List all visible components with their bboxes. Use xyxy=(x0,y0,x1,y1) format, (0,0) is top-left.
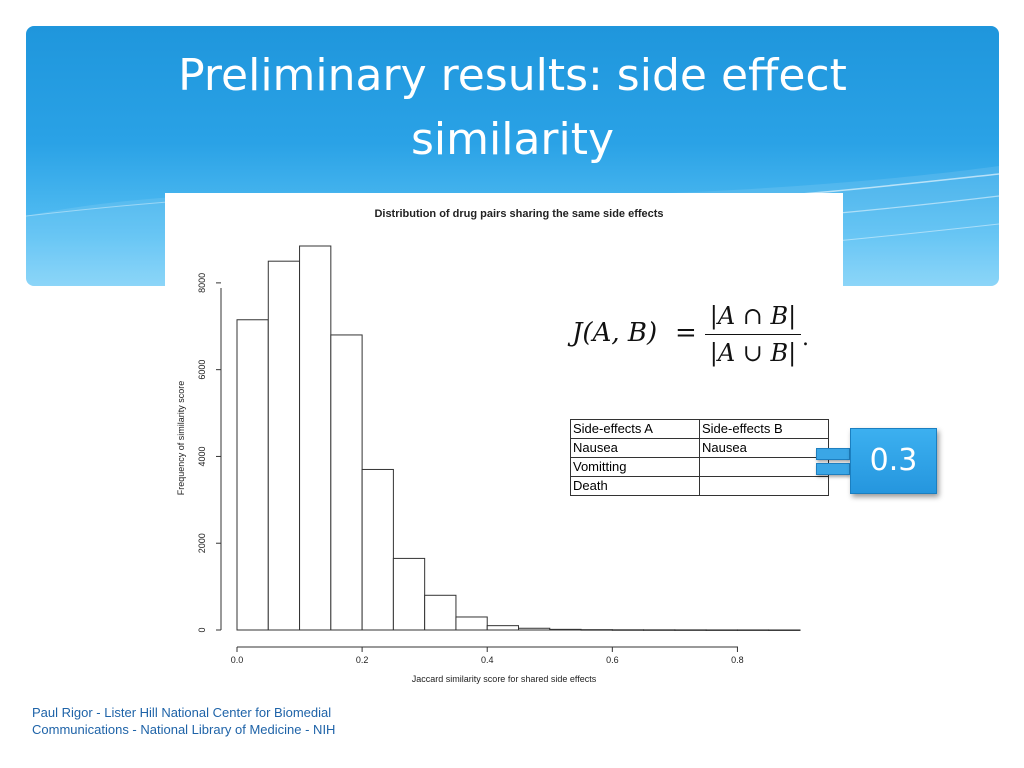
y-axis-label: Frequency of similarity score xyxy=(176,381,186,496)
equals-bar-top xyxy=(816,448,850,460)
chart-title: Distribution of drug pairs sharing the s… xyxy=(374,208,663,220)
y-tick-label: 2000 xyxy=(197,533,207,553)
y-tick-label: 8000 xyxy=(197,273,207,293)
jaccard-formula: J(A, B) = |A ∩ B| |A ∪ B| . xyxy=(572,300,822,375)
histogram-bar xyxy=(705,629,738,631)
formula-equals: = xyxy=(675,318,697,348)
histogram-bar xyxy=(267,260,301,631)
formula-lhs: J(A, B) xyxy=(572,318,658,348)
equals-bar-bottom xyxy=(816,463,850,475)
table-cell: Nausea xyxy=(570,438,700,458)
histogram-bar xyxy=(455,616,488,631)
formula-period: . xyxy=(802,326,809,351)
histogram-bar xyxy=(486,625,520,631)
table-row: Side-effects A Side-effects B xyxy=(570,419,829,439)
slide-title-line2: similarity xyxy=(410,114,615,165)
table-cell xyxy=(699,476,829,496)
x-tick-label: 0.4 xyxy=(481,655,494,665)
table-cell: Side-effects A xyxy=(570,419,700,439)
histogram-bar xyxy=(392,557,426,631)
histogram-bar xyxy=(361,468,394,631)
table-row: Nausea Nausea xyxy=(570,438,829,458)
histogram-bar xyxy=(643,629,676,631)
x-tick-label: 0.2 xyxy=(356,655,369,665)
table-row: Vomitting xyxy=(570,457,829,477)
equals-sign-icon xyxy=(816,448,850,476)
x-tick-label: 0.6 xyxy=(606,655,619,665)
table-row: Death xyxy=(570,476,829,496)
histogram-bar xyxy=(768,629,801,631)
footer-credit: Paul Rigor - Lister Hill National Center… xyxy=(32,704,452,738)
formula-denominator: |A ∪ B| xyxy=(709,339,797,367)
footer-line1: Paul Rigor - Lister Hill National Center… xyxy=(32,705,332,720)
result-value-box: 0.3 xyxy=(850,428,937,494)
table-cell: Vomitting xyxy=(570,457,700,477)
histogram-bar xyxy=(518,627,551,631)
slide-title-line1: Preliminary results: side effect xyxy=(178,50,847,101)
side-effects-table: Side-effects A Side-effects B Nausea Nau… xyxy=(570,419,829,496)
table-cell: Death xyxy=(570,476,700,496)
y-ticks: 0 2000 4000 6000 8000 xyxy=(197,273,221,633)
footer-line2: Communications - National Library of Med… xyxy=(32,722,336,737)
table-cell xyxy=(699,457,829,477)
histogram-bar xyxy=(330,334,363,631)
formula-numerator: |A ∩ B| xyxy=(709,302,797,330)
y-tick-label: 4000 xyxy=(197,446,207,466)
y-tick-label: 0 xyxy=(197,627,207,632)
histogram-bar xyxy=(736,629,770,631)
bar-group xyxy=(236,245,801,631)
x-ticks: 0.0 0.2 0.4 0.6 0.8 xyxy=(231,647,744,665)
histogram-chart: Distribution of drug pairs sharing the s… xyxy=(176,208,801,684)
table-cell: Side-effects B xyxy=(699,419,829,439)
slide-title: Preliminary results: side effect similar… xyxy=(26,44,999,172)
x-tick-label: 0.0 xyxy=(231,655,244,665)
histogram-bar xyxy=(580,629,613,631)
histogram-bar xyxy=(549,628,582,631)
histogram-bar xyxy=(674,629,707,631)
histogram-bar xyxy=(611,629,645,631)
formula-fraction: |A ∩ B| |A ∪ B| xyxy=(705,300,801,369)
y-tick-label: 6000 xyxy=(197,360,207,380)
x-tick-label: 0.8 xyxy=(731,655,744,665)
histogram-bar xyxy=(299,245,332,631)
histogram-bar xyxy=(236,319,269,631)
histogram-bar xyxy=(424,594,457,631)
formula-fraction-bar xyxy=(705,334,801,335)
x-axis-label: Jaccard similarity score for shared side… xyxy=(412,674,597,684)
table-cell: Nausea xyxy=(699,438,829,458)
